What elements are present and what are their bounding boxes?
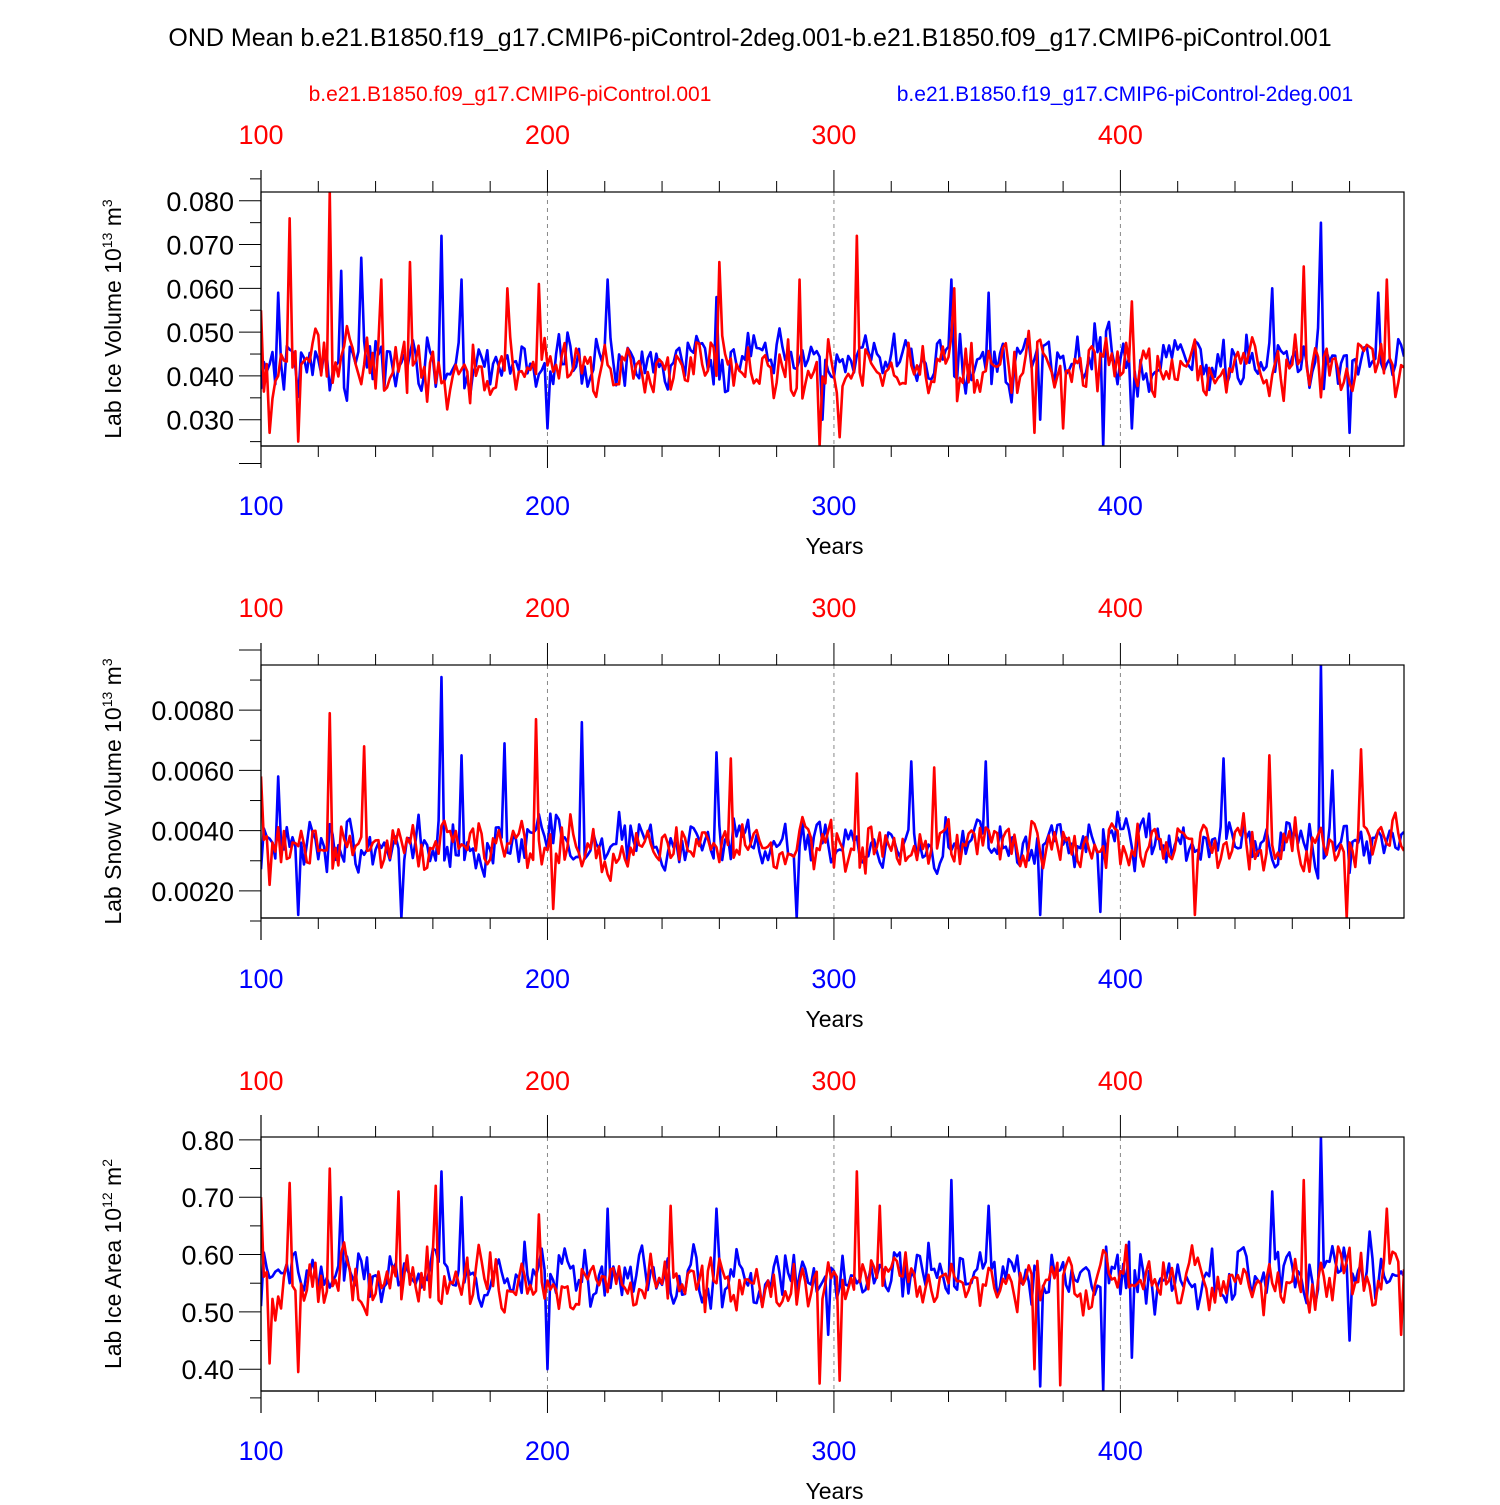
y-tick-label: 0.080 <box>166 187 234 217</box>
legend-red-label: b.e21.B1850.f09_g17.CMIP6-piControl.001 <box>309 83 712 106</box>
y-axis-label: Lab Snow Volume 1013 m3 <box>99 658 126 925</box>
x-tick-label-bottom: 100 <box>238 1436 283 1466</box>
x-tick-label-bottom: 200 <box>525 1436 570 1466</box>
x-tick-label-bottom: 400 <box>1098 491 1143 521</box>
x-tick-label-bottom: 300 <box>811 964 856 994</box>
panel-2: 100 100 200 200 300 300 400 400 Years 0.0020 0.004… <box>99 593 1405 1032</box>
x-tick-label-bottom: 300 <box>811 491 856 521</box>
x-axis-label: Years <box>806 1478 864 1500</box>
figure-title: OND Mean b.e21.B1850.f19_g17.CMIP6-piCon… <box>168 24 1331 52</box>
x-tick-label-bottom: 200 <box>525 964 570 994</box>
legend-blue-label: b.e21.B1850.f19_g17.CMIP6-piControl-2deg… <box>897 83 1353 106</box>
x-tick-label-top: 200 <box>525 593 570 623</box>
y-axis-label: Lab Ice Area 1012 m2 <box>99 1159 126 1369</box>
y-tick-label: 0.80 <box>181 1126 234 1156</box>
panels: 100 100 200 200 300 300 400 400 Years 0.030 0.040 0… <box>99 120 1405 1504</box>
plot-frame <box>260 664 1405 919</box>
series-blue-line <box>261 221 1404 446</box>
y-tick-label: 0.0040 <box>151 817 234 847</box>
x-tick-label-top: 400 <box>1098 1066 1143 1096</box>
x-tick-label-bottom: 400 <box>1098 964 1143 994</box>
x-tick-label-bottom: 100 <box>238 491 283 521</box>
y-axis-label: Lab Ice Volume 1013 m3 <box>99 199 126 439</box>
y-tick-label: 0.70 <box>181 1183 234 1213</box>
series-blue-line <box>261 665 1404 918</box>
x-tick-label-top: 300 <box>811 1066 856 1096</box>
series-red-line <box>261 711 1404 918</box>
series-red-line <box>261 1167 1404 1387</box>
x-axis-label: Years <box>806 533 864 559</box>
x-tick-label-top: 400 <box>1098 120 1143 150</box>
panel-1: 100 100 200 200 300 300 400 400 Years 0.030 0.040 0… <box>99 120 1405 559</box>
x-tick-label-bottom: 300 <box>811 1436 856 1466</box>
y-tick-label: 0.070 <box>166 231 234 261</box>
x-tick-label-top: 300 <box>811 120 856 150</box>
y-tick-label: 0.060 <box>166 274 234 304</box>
x-axis-label: Years <box>806 1006 864 1032</box>
y-tick-label: 0.50 <box>181 1298 234 1328</box>
y-tick-label: 0.40 <box>181 1355 234 1385</box>
plot-frame <box>260 191 1405 447</box>
y-tick-label: 0.0080 <box>151 696 234 726</box>
y-tick-label: 0.60 <box>181 1241 234 1271</box>
series-red-line <box>261 192 1404 446</box>
x-tick-label-top: 200 <box>525 1066 570 1096</box>
x-tick-label-top: 200 <box>525 120 570 150</box>
panel-3: 100 100 200 200 300 300 400 400 Years 0.40 0.50 0.6… <box>99 1066 1405 1504</box>
x-tick-label-bottom: 200 <box>525 491 570 521</box>
y-tick-label: 0.030 <box>166 406 234 436</box>
x-tick-label-top: 300 <box>811 593 856 623</box>
y-tick-label: 0.040 <box>166 362 234 392</box>
x-tick-label-bottom: 100 <box>238 964 283 994</box>
y-tick-label: 0.050 <box>166 318 234 348</box>
x-tick-label-top: 100 <box>238 593 283 623</box>
y-tick-label: 0.0060 <box>151 756 234 786</box>
x-tick-label-top: 400 <box>1098 593 1143 623</box>
x-tick-label-bottom: 400 <box>1098 1436 1143 1466</box>
x-tick-label-top: 100 <box>238 1066 283 1096</box>
x-tick-label-top: 100 <box>238 120 283 150</box>
y-tick-label: 0.0020 <box>151 877 234 907</box>
